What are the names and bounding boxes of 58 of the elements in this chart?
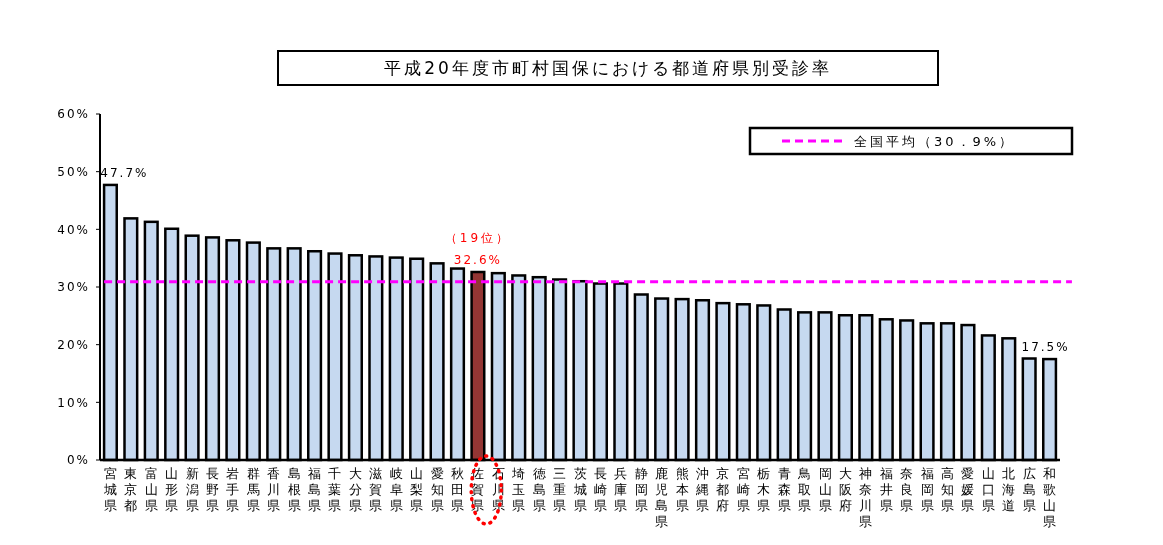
x-tick-label: 宮城県 — [102, 466, 117, 513]
x-tick-label: 和歌山県 — [1043, 466, 1057, 529]
chart-title: 平成20年度市町村国保における都道府県別受診率 — [384, 58, 832, 78]
x-tick-label: 滋賀県 — [369, 466, 383, 513]
x-tick-label: 新潟県 — [185, 466, 199, 513]
data-label: 17.5% — [1021, 340, 1070, 355]
x-tick-label: 福井県 — [879, 466, 893, 513]
x-tick-label: 茨城県 — [572, 466, 587, 513]
x-tick-label: 埼玉県 — [511, 466, 526, 513]
y-tick-label: 60% — [57, 107, 90, 122]
x-tick-label: 山口県 — [981, 466, 995, 513]
x-tick-label: 高知県 — [941, 466, 954, 513]
x-tick-label: 静岡県 — [634, 466, 648, 513]
annotation: （19位） — [444, 231, 512, 246]
y-tick-label: 0% — [66, 453, 90, 468]
x-tick-label: 栃木県 — [757, 466, 771, 513]
x-tick-label: 大分県 — [348, 466, 362, 513]
x-tick-label: 長崎県 — [593, 466, 607, 513]
x-tick-label: 山形県 — [165, 466, 179, 513]
x-tick-label: 奈良県 — [900, 466, 914, 513]
x-tick-label: 東京都 — [124, 466, 138, 513]
x-tick-label: 島根県 — [287, 466, 301, 513]
y-tick-label: 40% — [57, 222, 90, 237]
x-tick-label: 広島県 — [1022, 466, 1036, 513]
x-tick-label: 沖縄県 — [695, 466, 709, 513]
x-tick-label: 群馬県 — [245, 466, 260, 513]
x-tick-label: 愛媛県 — [961, 466, 975, 513]
data-label: 32.6% — [453, 253, 502, 268]
x-tick-label: 神奈川県 — [859, 466, 873, 529]
x-tick-label: 北海道 — [1002, 466, 1016, 513]
x-tick-label: 山梨県 — [410, 466, 424, 513]
y-tick-label: 50% — [57, 164, 90, 179]
x-tick-label: 大阪府 — [838, 466, 852, 513]
x-tick-label: 三重県 — [553, 466, 567, 513]
x-tick-label: 京都府 — [716, 466, 730, 513]
x-tick-label: 富山県 — [144, 466, 158, 513]
x-tick-label: 秋田県 — [451, 466, 464, 513]
x-tick-label: 兵庫県 — [614, 466, 628, 513]
x-tick-label: 宮崎県 — [736, 466, 750, 513]
data-label: 47.7% — [100, 165, 149, 180]
x-tick-label: 岩手県 — [226, 466, 240, 513]
x-tick-label: 青森県 — [777, 466, 791, 513]
x-tick-label: 香川県 — [267, 466, 281, 513]
x-tick-label: 岐阜県 — [389, 466, 403, 513]
legend-label: 全国平均（30．9%） — [854, 133, 1016, 149]
x-tick-label: 福岡県 — [920, 466, 934, 513]
y-tick-label: 20% — [57, 337, 90, 352]
x-tick-label: 熊本県 — [675, 466, 689, 513]
y-tick-label: 10% — [57, 395, 90, 410]
x-tick-label: 徳島県 — [532, 466, 546, 513]
x-tick-label: 愛知県 — [430, 466, 444, 513]
x-tick-label: 千葉県 — [328, 466, 342, 513]
x-tick-label: 福島県 — [308, 466, 322, 513]
x-tick-label: 鹿児島県 — [655, 466, 669, 529]
y-tick-label: 30% — [57, 280, 90, 295]
x-tick-label: 長野県 — [206, 466, 219, 513]
x-tick-label: 鳥取県 — [797, 466, 812, 513]
x-tick-label: 岡山県 — [818, 466, 832, 513]
